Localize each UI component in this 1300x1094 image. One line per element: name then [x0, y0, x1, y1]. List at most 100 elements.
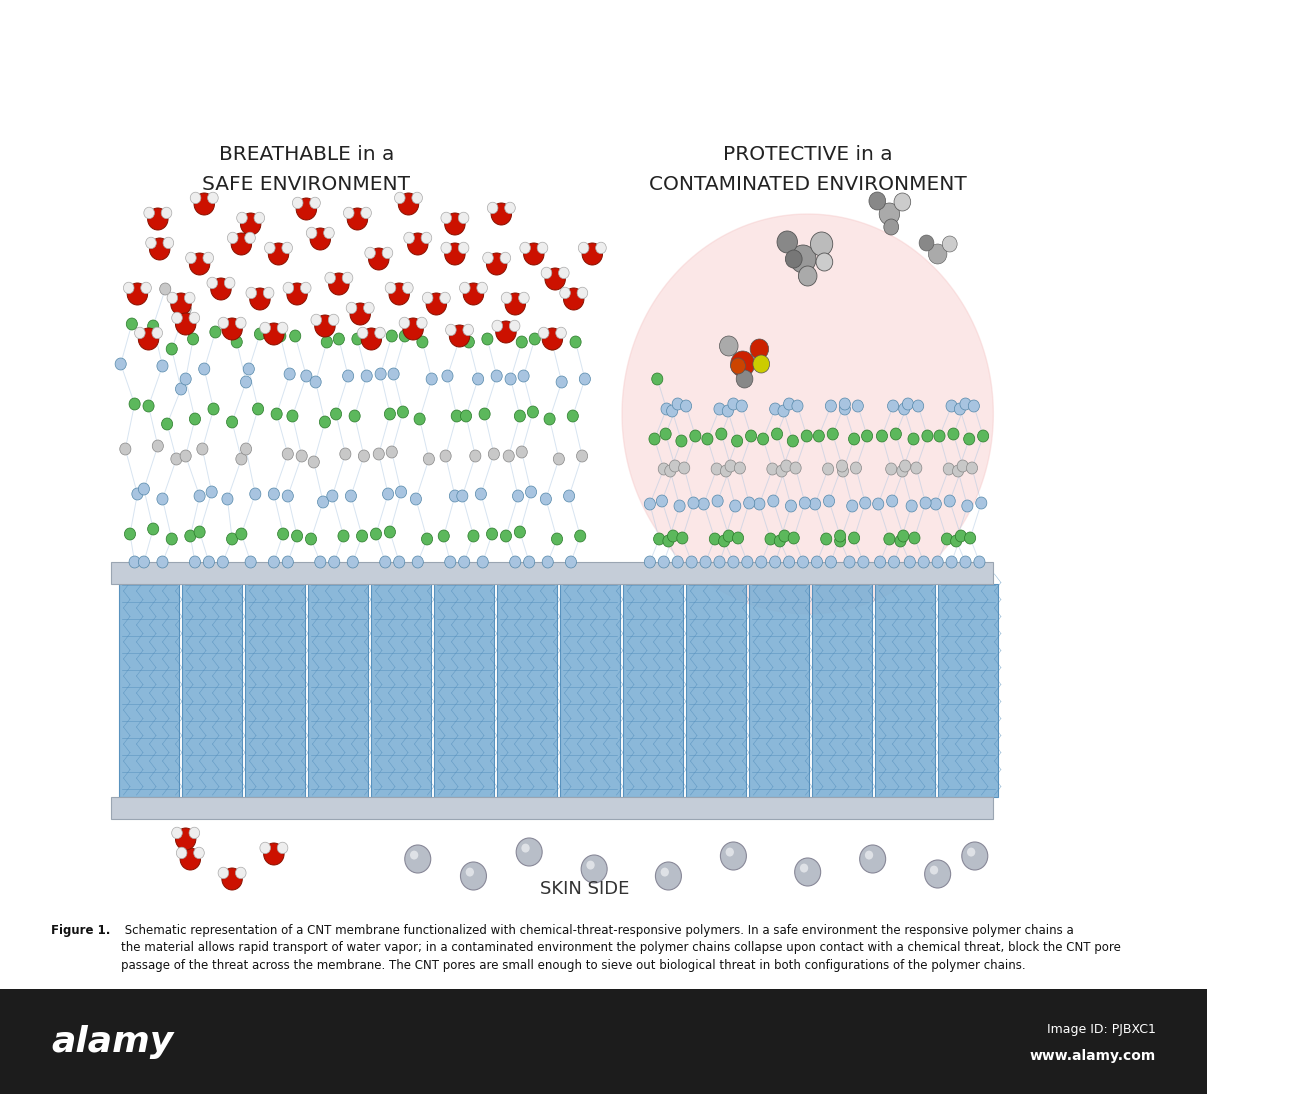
Circle shape	[218, 317, 229, 328]
Circle shape	[894, 535, 906, 547]
Circle shape	[176, 383, 187, 395]
Circle shape	[152, 440, 164, 452]
Circle shape	[268, 243, 289, 265]
Circle shape	[853, 400, 863, 412]
Circle shape	[235, 453, 247, 465]
Circle shape	[515, 410, 525, 422]
Circle shape	[226, 533, 238, 545]
Circle shape	[660, 403, 672, 415]
Circle shape	[953, 465, 963, 477]
Circle shape	[888, 400, 898, 412]
Circle shape	[785, 251, 802, 268]
Circle shape	[876, 430, 888, 442]
Circle shape	[252, 403, 264, 415]
Polygon shape	[621, 214, 993, 614]
Circle shape	[667, 405, 677, 417]
Circle shape	[835, 535, 846, 547]
Circle shape	[913, 400, 924, 412]
Circle shape	[209, 326, 221, 338]
Text: SAFE ENVIRONMENT: SAFE ENVIRONMENT	[203, 175, 411, 194]
Circle shape	[264, 288, 274, 299]
Text: www.alamy.com: www.alamy.com	[1030, 1049, 1156, 1063]
Circle shape	[370, 528, 382, 540]
Circle shape	[658, 556, 670, 568]
Circle shape	[188, 312, 200, 324]
Circle shape	[129, 556, 140, 568]
Circle shape	[138, 556, 150, 568]
Circle shape	[931, 498, 941, 510]
Circle shape	[170, 293, 191, 315]
Circle shape	[374, 327, 385, 339]
Circle shape	[645, 556, 655, 568]
Circle shape	[415, 414, 425, 424]
Circle shape	[460, 410, 472, 422]
Circle shape	[185, 292, 195, 304]
Circle shape	[898, 403, 910, 415]
Circle shape	[385, 282, 395, 293]
Circle shape	[120, 443, 131, 455]
Circle shape	[846, 500, 858, 512]
Circle shape	[231, 336, 242, 348]
Circle shape	[810, 232, 833, 256]
Circle shape	[875, 556, 885, 568]
Circle shape	[515, 526, 525, 538]
Circle shape	[438, 529, 450, 542]
Circle shape	[403, 318, 424, 340]
Circle shape	[656, 494, 667, 507]
Circle shape	[290, 330, 300, 342]
Circle shape	[781, 459, 792, 472]
Circle shape	[246, 556, 256, 568]
Circle shape	[582, 243, 602, 265]
Circle shape	[296, 450, 307, 462]
Circle shape	[486, 253, 507, 275]
Circle shape	[321, 336, 333, 348]
Circle shape	[240, 213, 261, 235]
Circle shape	[482, 253, 493, 264]
Circle shape	[823, 463, 833, 475]
Circle shape	[673, 500, 685, 512]
Circle shape	[711, 463, 723, 475]
Circle shape	[176, 828, 196, 850]
Circle shape	[274, 330, 286, 342]
Circle shape	[255, 328, 265, 340]
Circle shape	[207, 486, 217, 498]
Circle shape	[911, 462, 922, 474]
Circle shape	[520, 242, 530, 254]
Circle shape	[974, 556, 985, 568]
Circle shape	[426, 293, 446, 315]
Circle shape	[459, 556, 469, 568]
Circle shape	[412, 193, 423, 203]
Circle shape	[422, 292, 433, 304]
Circle shape	[948, 428, 959, 440]
Circle shape	[369, 248, 389, 270]
Circle shape	[924, 860, 950, 888]
Circle shape	[365, 247, 376, 258]
Bar	[118, 584, 179, 798]
Circle shape	[884, 533, 894, 545]
Circle shape	[537, 242, 547, 254]
Circle shape	[176, 313, 196, 335]
Circle shape	[439, 292, 450, 304]
Circle shape	[208, 193, 218, 203]
Circle shape	[459, 212, 469, 223]
Circle shape	[146, 237, 156, 248]
Circle shape	[300, 282, 311, 293]
Circle shape	[278, 528, 289, 540]
Circle shape	[194, 847, 204, 859]
Circle shape	[338, 529, 350, 542]
Circle shape	[933, 430, 945, 442]
Circle shape	[784, 556, 794, 568]
Circle shape	[941, 533, 953, 545]
Text: Figure 1.: Figure 1.	[51, 924, 111, 936]
Circle shape	[719, 336, 738, 356]
Circle shape	[963, 433, 975, 445]
Circle shape	[225, 277, 235, 289]
Circle shape	[560, 288, 571, 299]
Circle shape	[325, 272, 335, 283]
Circle shape	[519, 292, 529, 304]
Circle shape	[728, 398, 738, 410]
Circle shape	[264, 323, 285, 345]
Circle shape	[858, 556, 868, 568]
Circle shape	[161, 207, 172, 219]
Circle shape	[190, 253, 209, 275]
